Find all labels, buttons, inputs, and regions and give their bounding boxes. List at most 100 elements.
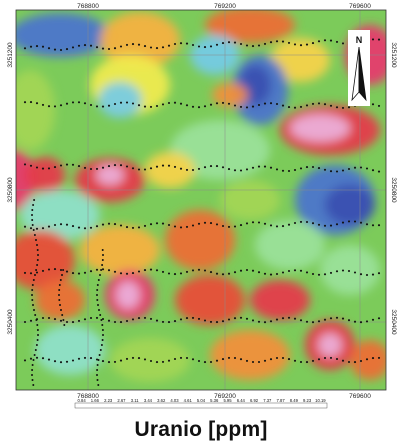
sample-point [329,356,333,359]
sample-point [119,101,123,104]
sample-point [77,357,81,360]
sample-point [317,102,321,105]
sample-point [203,269,207,272]
sample-point [323,103,327,106]
sample-point [203,361,207,364]
sample-point [227,272,231,275]
sample-point [65,360,69,363]
sample-point [62,269,65,271]
sample-point [29,101,33,104]
sample-point [113,320,117,324]
sample-point [89,103,93,107]
sample-point [65,320,69,324]
sample-point [36,244,38,246]
legend-label: 10.19 [315,398,326,403]
sample-point [167,272,171,275]
sample-point [36,324,39,326]
sample-point [155,104,159,108]
sample-point [113,102,117,106]
sample-point [36,264,39,266]
sample-point [65,102,69,105]
sample-point [33,234,36,236]
x-tick-bottom-769200: 769200 [214,393,236,400]
sample-point [100,344,103,346]
legend-label: 0.84 [78,398,87,403]
sample-point [32,384,35,386]
sample-point [311,272,315,276]
sample-point [275,40,279,43]
sample-point [59,268,63,272]
sample-point [65,270,69,273]
sample-point [197,359,201,363]
sample-point [251,105,255,108]
sample-point [119,164,123,167]
sample-point [215,223,219,226]
sample-point [215,321,219,324]
sample-point [35,239,37,241]
sample-point [215,165,219,168]
sample-point [71,225,75,228]
sample-point [47,47,51,50]
sample-point [299,44,303,47]
sample-point [245,268,249,272]
sample-point [317,320,321,323]
sample-point [71,163,75,166]
sample-point [287,316,291,319]
sample-point [113,164,117,167]
sample-point [275,272,279,276]
sample-point [245,106,249,109]
sample-point [59,304,61,306]
sample-point [281,317,285,320]
sample-point [233,356,237,360]
sample-point [23,320,27,324]
sample-point [335,106,339,109]
sample-point [221,358,225,361]
sample-point [35,271,39,274]
sample-point [101,339,104,341]
sample-point [227,356,231,359]
sample-point [96,369,99,371]
sample-point [34,274,36,276]
sample-point [96,284,99,286]
sample-point [197,222,201,225]
sample-point [239,269,243,272]
sample-point [323,39,327,42]
sample-point [287,106,291,109]
sample-point [77,101,81,104]
sample-point [155,269,159,272]
sample-point [29,319,33,322]
sample-point [23,359,27,362]
sample-point [97,279,100,281]
sample-point [99,274,101,276]
sample-point [191,168,195,172]
sample-point [335,357,339,361]
sample-point [275,168,279,171]
sample-point [173,320,177,323]
sample-point [131,167,135,170]
sample-point [221,101,225,104]
y-tick-right-3250800: 3250800 [390,177,397,203]
sample-point [197,268,201,271]
sample-point [77,165,81,168]
sample-point [293,269,297,272]
sample-point [77,319,81,322]
sample-point [125,319,129,323]
sample-point [317,273,321,276]
sample-point [305,320,309,323]
legend-label: 7.37 [263,398,272,403]
sample-point [35,356,39,359]
sample-point [173,42,177,46]
sample-point [347,220,351,223]
sample-point [221,224,225,228]
sample-point [341,269,345,272]
sample-point [125,43,129,46]
sample-point [371,169,375,172]
sample-point [347,106,351,109]
sample-point [347,319,351,322]
sample-point [245,222,249,225]
sample-point [53,360,57,363]
sample-point [95,316,99,319]
legend-label: 3.62 [157,398,166,403]
sample-point [59,223,63,226]
sample-point [113,47,117,50]
